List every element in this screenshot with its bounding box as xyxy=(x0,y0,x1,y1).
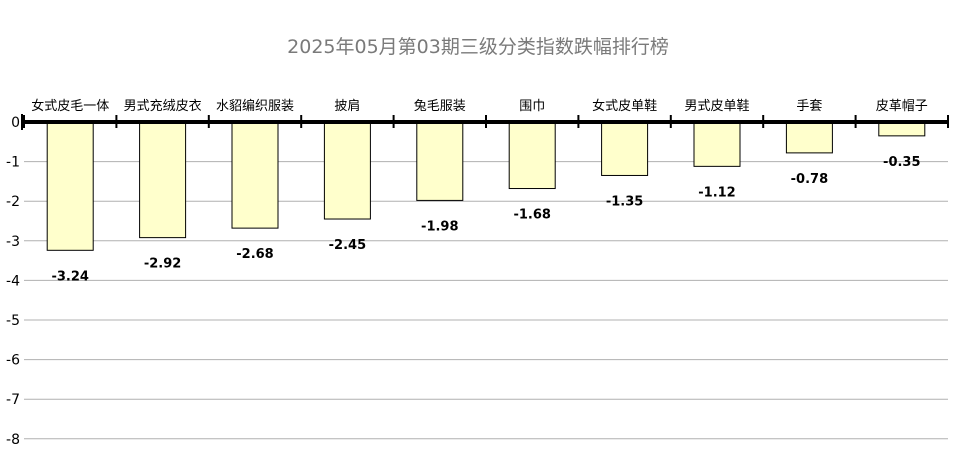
category-label: 披肩 xyxy=(334,98,360,114)
category-label: 手套 xyxy=(796,98,822,114)
category-label: 男式皮单鞋 xyxy=(684,98,749,114)
data-label: -0.78 xyxy=(791,172,828,187)
data-label: -2.68 xyxy=(236,247,273,262)
bar xyxy=(323,121,371,220)
data-label: -1.68 xyxy=(513,208,550,223)
category-label: 女式皮毛一体 xyxy=(31,98,109,114)
category-label: 女式皮单鞋 xyxy=(592,98,657,114)
y-tick-label: -6 xyxy=(6,353,20,369)
bar xyxy=(231,121,279,229)
category-label: 男式充绒皮衣 xyxy=(124,98,202,114)
y-tick-label: 0 xyxy=(11,115,20,131)
y-tick-label: -4 xyxy=(6,273,20,289)
data-label: -0.35 xyxy=(883,155,920,170)
chart-title: 2025年05月第03期三级分类指数跌幅排行榜 xyxy=(287,36,669,58)
data-label: -2.92 xyxy=(144,257,181,272)
bar xyxy=(878,121,926,137)
data-label: -2.45 xyxy=(329,238,366,253)
category-label: 皮革帽子 xyxy=(876,98,928,114)
bar xyxy=(601,121,649,176)
data-label: -1.12 xyxy=(698,185,735,200)
y-tick-label: -3 xyxy=(6,234,20,250)
y-tick-label: -7 xyxy=(6,392,20,408)
y-tick-label: -1 xyxy=(6,155,20,171)
bar xyxy=(46,121,94,251)
bar xyxy=(693,121,741,167)
category-label: 围巾 xyxy=(519,99,545,114)
bar xyxy=(416,121,464,201)
data-label: -1.35 xyxy=(606,194,643,209)
data-label: -3.24 xyxy=(51,269,88,284)
data-label: -1.98 xyxy=(421,219,458,234)
bar xyxy=(139,121,187,239)
category-label: 水貂编织服装 xyxy=(216,99,294,114)
bar xyxy=(508,121,556,190)
y-tick-label: -2 xyxy=(6,194,20,210)
bar xyxy=(785,121,833,154)
y-tick-label: -8 xyxy=(6,432,20,448)
y-tick-label: -5 xyxy=(6,313,20,329)
category-label: 兔毛服装 xyxy=(414,99,466,114)
